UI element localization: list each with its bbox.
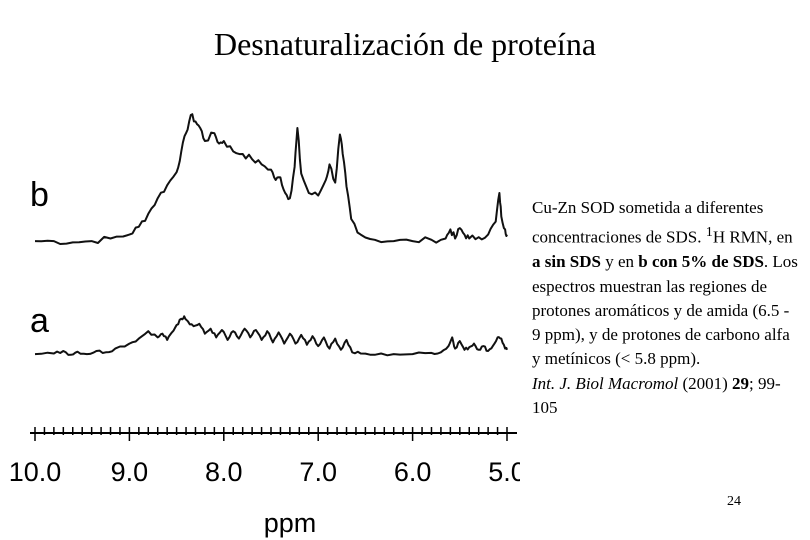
- x-axis-title: ppm: [264, 508, 317, 538]
- series-label-a: a: [30, 302, 49, 340]
- caption-journal: Int. J. Biol Macromol: [532, 373, 679, 393]
- caption-intro: Cu-Zn SOD sometida a diferentes concentr…: [532, 198, 764, 247]
- x-tick-label: 5.0: [488, 457, 520, 487]
- caption-superscript: 1: [705, 224, 713, 241]
- caption-b-label: b con 5% de SDS: [638, 252, 764, 272]
- x-axis-minor-ticks: [34, 427, 508, 441]
- series-layer: [34, 113, 508, 357]
- x-tick-label: 8.0: [205, 457, 243, 487]
- slide-title: Desnaturalización de proteína: [213, 26, 597, 62]
- caption-pages: ; 99-105: [532, 373, 781, 418]
- spectrum-trace-b: [34, 113, 508, 245]
- x-tick-label: 10.0: [9, 457, 62, 487]
- series-label-b: b: [30, 176, 49, 214]
- caption-y: y en: [605, 252, 635, 272]
- slide-number: 24: [727, 494, 741, 509]
- caption-nmr: H RMN, en: [712, 227, 793, 247]
- spectrum-trace-a: [34, 315, 508, 357]
- caption-year: (2001): [682, 373, 728, 393]
- caption-volume: 29: [732, 373, 750, 393]
- caption-body: . Los espectros muestran las regiones de…: [532, 252, 798, 369]
- x-tick-label: 7.0: [299, 457, 337, 487]
- x-axis-tick-labels: 10.0 9.0 8.0 7.0 6.0 5.0: [9, 457, 520, 487]
- nmr-spectrum-chart: b a 10.0 9.0 8.0 7.0 6.0 5.0 ppm: [9, 113, 520, 538]
- caption-a-label: a sin SDS: [532, 252, 601, 272]
- x-tick-label: 9.0: [111, 457, 149, 487]
- x-tick-label: 6.0: [394, 457, 432, 487]
- figure-caption: Cu-Zn SOD sometida a diferentes concentr…: [532, 196, 802, 420]
